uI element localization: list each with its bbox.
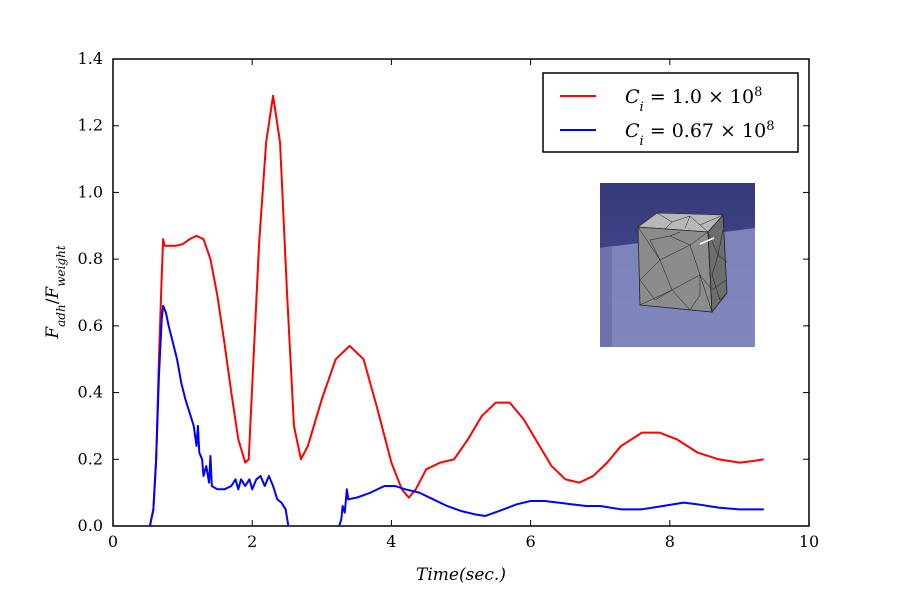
- x-tick-label: 10: [799, 532, 819, 551]
- x-tick-label: 0: [108, 532, 118, 551]
- y-axis-label: Fadh/Fweight: [43, 245, 68, 340]
- y-tick-label: 0.6: [78, 316, 103, 335]
- series-line-2: [148, 304, 764, 526]
- inset-cube-image: [600, 183, 755, 347]
- y-tick-label: 1.4: [78, 49, 103, 68]
- x-tick-label: 8: [665, 532, 675, 551]
- y-tick-label: 0.8: [78, 249, 103, 268]
- y-tick-label: 1.0: [78, 182, 103, 201]
- legend: Ci = 1.0 × 108 Ci = 0.67 × 108: [542, 72, 799, 153]
- legend-entry-series-2: Ci = 0.67 × 108: [625, 119, 774, 149]
- y-tick-label: 0.4: [78, 383, 103, 402]
- legend-entry-series-1: Ci = 1.0 × 108: [625, 85, 762, 115]
- series-line-1: [148, 94, 764, 526]
- y-tick-label: 0.0: [78, 516, 103, 535]
- x-tick-label: 6: [526, 532, 536, 551]
- axis-ticks: 0 2 4 6 8 10 0.0 0.2 0.4 0.6 0.8 1.0 1.2 1.4: [78, 49, 820, 551]
- x-tick-label: 4: [386, 532, 396, 551]
- y-tick-label: 1.2: [78, 116, 103, 135]
- y-tick-label: 0.2: [78, 449, 103, 468]
- series-layer: [148, 94, 764, 526]
- legend-box: [542, 72, 799, 153]
- x-tick-label: 2: [247, 532, 257, 551]
- x-axis-label: Time(sec.): [416, 565, 506, 585]
